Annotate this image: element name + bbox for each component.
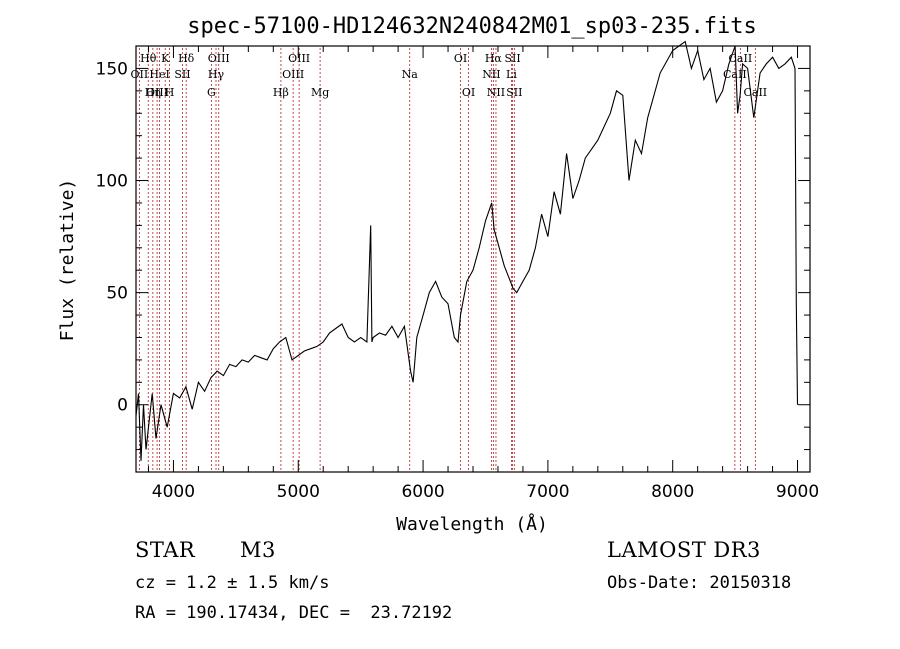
object-subclass: M3: [240, 538, 276, 562]
x-tick-label-7000: 7000: [526, 482, 569, 502]
observation-date: Obs-Date: 20150318: [607, 573, 792, 593]
x-tick-label-4000: 4000: [152, 482, 195, 502]
line-label-2: OIII: [146, 86, 168, 99]
line-label-1: OII: [131, 68, 149, 81]
line-label-26: CaII: [723, 68, 747, 81]
line-label-27: CaII: [743, 86, 767, 99]
line-label-23: Li: [506, 68, 517, 81]
line-label-6: H: [165, 86, 175, 99]
line-label-16: Na: [402, 68, 419, 81]
line-label-22: SII: [504, 52, 520, 65]
line-label-0: Hθ: [140, 52, 157, 65]
object-type: STAR: [135, 538, 196, 562]
line-label-18: OI: [462, 86, 475, 99]
x-axis-ticks: 4000 5000 6000 7000 8000 9000: [147, 46, 819, 502]
line-label-21: NII: [487, 86, 505, 99]
plot-frame: [135, 45, 811, 473]
line-label-17: OI: [454, 52, 467, 65]
line-label-7: SII: [174, 68, 190, 81]
y-tick-label-0: 0: [117, 396, 128, 416]
line-label-15: Mg: [311, 86, 329, 99]
line-label-25: CaII: [729, 52, 753, 65]
x-tick-label-6000: 6000: [401, 482, 444, 502]
line-label-8: Hδ: [178, 52, 195, 65]
spectrum-line: [135, 40, 799, 461]
line-label-9: OIII: [208, 52, 230, 65]
y-tick-label-50: 50: [106, 284, 128, 304]
line-label-5: Hη: [145, 86, 161, 99]
line-label-19: Hα: [485, 52, 503, 65]
redshift-cz: cz = 1.2 ± 1.5 km/s: [135, 573, 330, 593]
survey-name: LAMOST DR3: [607, 538, 761, 562]
chart-title: spec-57100-HD124632N240842M01_sp03-235.f…: [187, 14, 757, 39]
line-label-14: OIII: [282, 68, 304, 81]
line-label-24: SII: [506, 86, 522, 99]
line-label-3: K: [161, 52, 170, 65]
line-label-10: Hγ: [208, 68, 225, 81]
y-axis-label: Flux (relative): [57, 179, 78, 342]
x-axis-label: Wavelength (Å): [396, 513, 548, 535]
coordinates: RA = 190.17434, DEC = 23.72192: [135, 603, 453, 623]
x-tick-label-8000: 8000: [651, 482, 694, 502]
line-label-4: HeI: [149, 68, 169, 81]
line-label-20: NII: [482, 68, 500, 81]
y-tick-label-150: 150: [96, 59, 128, 79]
line-label-13: OIII: [288, 52, 310, 65]
y-tick-label-100: 100: [96, 172, 128, 192]
x-tick-label-5000: 5000: [277, 482, 320, 502]
line-label-11: G: [207, 86, 216, 99]
spectral-line-markers: [138, 48, 756, 472]
spectral-line-labels: Hθ OII OIII K HeI Hη H SII Hδ OIII Hγ G Hβ OIII OIII Mg…: [131, 52, 768, 99]
y-axis-ticks: 0 50 100 150: [96, 45, 810, 473]
line-label-12: Hβ: [273, 86, 289, 99]
x-tick-label-9000: 9000: [776, 482, 819, 502]
